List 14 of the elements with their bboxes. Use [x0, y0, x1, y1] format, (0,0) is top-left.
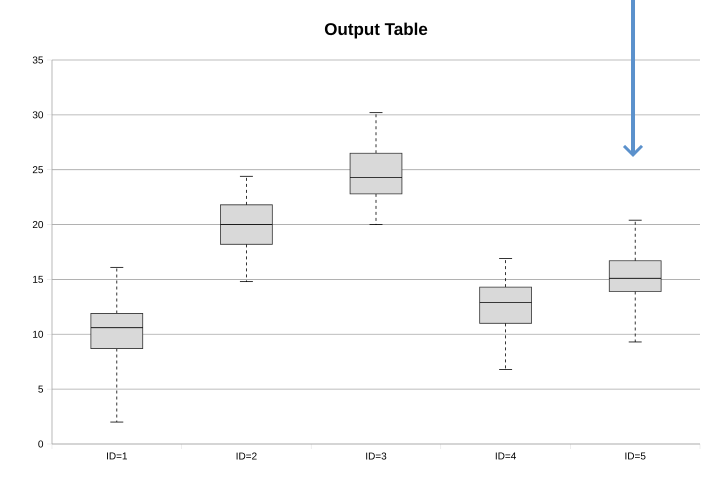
y-tick-label: 10	[33, 330, 44, 338]
y-tick-label: 25	[32, 166, 44, 174]
x-tick-label: ID=2	[236, 452, 257, 460]
y-tick-label: 35	[32, 56, 44, 64]
x-tick-label: ID=1	[107, 452, 128, 460]
y-tick-label: 30	[32, 111, 44, 118]
y-tick-label: 5	[38, 386, 44, 393]
chart-title: Output Table	[324, 22, 428, 38]
x-tick-label: ID=5	[625, 452, 646, 460]
x-tick-label: ID=3	[366, 452, 386, 460]
x-tick-label: ID=4	[496, 452, 516, 460]
y-tick-label: 20	[32, 221, 44, 228]
y-tick-label: 0	[38, 440, 44, 448]
y-tick-label: 15	[33, 276, 44, 283]
